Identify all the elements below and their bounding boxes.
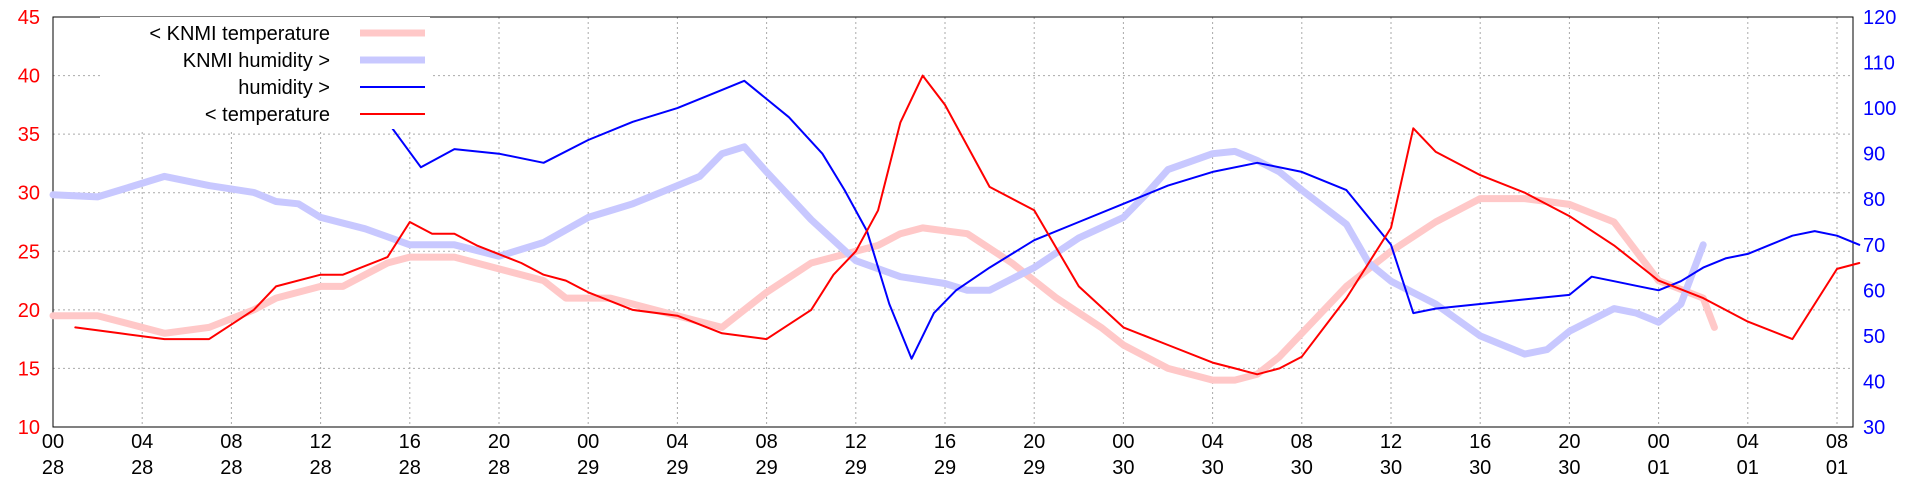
y-right-tick-label: 100 xyxy=(1863,98,1896,120)
x-tick-day-label: 28 xyxy=(488,457,510,479)
x-tick-hour-label: 16 xyxy=(1469,431,1491,453)
legend-label: humidity > xyxy=(238,77,330,99)
series-line xyxy=(49,195,1718,384)
x-tick-hour-label: 00 xyxy=(42,431,64,453)
x-tick-hour-label: 20 xyxy=(1558,431,1580,453)
x-tick-hour-label: 04 xyxy=(131,431,153,453)
legend-label: < KNMI temperature xyxy=(149,23,330,45)
x-tick-day-label: 28 xyxy=(399,457,421,479)
y-left-tick-label: 30 xyxy=(18,183,40,205)
x-tick-hour-label: 08 xyxy=(220,431,242,453)
legend-label: < temperature xyxy=(205,104,330,126)
legend: < KNMI temperature KNMI humidity > humidit… xyxy=(100,17,430,129)
legend-label: KNMI humidity > xyxy=(183,50,330,72)
series-lines xyxy=(49,74,1861,384)
x-tick-hour-label: 08 xyxy=(755,431,777,453)
x-tick-day-label: 30 xyxy=(1291,457,1313,479)
x-tick-day-label: 29 xyxy=(1023,457,1045,479)
x-tick-hour-label: 08 xyxy=(1291,431,1313,453)
x-tick-day-label: 29 xyxy=(577,457,599,479)
x-tick-day-label: 01 xyxy=(1737,457,1759,479)
x-tick-day-label: 28 xyxy=(131,457,153,479)
x-tick-day-label: 30 xyxy=(1112,457,1134,479)
left-axis-ticks: 10 15 20 25 30 35 40 45 xyxy=(18,7,40,439)
y-left-tick-label: 15 xyxy=(18,358,40,380)
x-tick-day-label: 29 xyxy=(934,457,956,479)
x-tick-hour-label: 00 xyxy=(1112,431,1134,453)
x-tick-hour-label: 04 xyxy=(1737,431,1759,453)
y-right-tick-label: 50 xyxy=(1863,326,1885,348)
y-left-tick-label: 20 xyxy=(18,300,40,322)
x-tick-day-label: 30 xyxy=(1558,457,1580,479)
x-tick-day-label: 30 xyxy=(1201,457,1223,479)
y-right-tick-label: 110 xyxy=(1863,53,1895,75)
y-left-tick-label: 10 xyxy=(18,417,40,439)
x-tick-hour-label: 04 xyxy=(666,431,688,453)
plot-frame xyxy=(52,16,1854,428)
y-right-tick-label: 90 xyxy=(1863,144,1885,166)
x-tick-hour-label: 20 xyxy=(1023,431,1045,453)
x-tick-day-label: 29 xyxy=(845,457,867,479)
y-right-tick-label: 60 xyxy=(1863,280,1885,302)
y-right-tick-label: 40 xyxy=(1863,371,1885,393)
x-tick-hour-label: 16 xyxy=(934,431,956,453)
x-tick-hour-label: 12 xyxy=(1380,431,1402,453)
x-tick-hour-label: 04 xyxy=(1201,431,1223,453)
x-tick-day-label: 29 xyxy=(755,457,777,479)
x-tick-day-label: 30 xyxy=(1380,457,1402,479)
y-right-tick-label: 30 xyxy=(1863,417,1885,439)
x-tick-hour-label: 20 xyxy=(488,431,510,453)
y-left-tick-label: 45 xyxy=(18,7,40,29)
x-axis-ticks: 00 28 04 28 08 28 12 28 16 28 20 28 00 29 04 29 08 29 12 29… xyxy=(42,431,1848,479)
y-right-tick-label: 70 xyxy=(1863,235,1885,257)
series-line xyxy=(49,143,1707,358)
y-left-tick-label: 35 xyxy=(18,124,40,146)
y-left-tick-label: 25 xyxy=(18,241,40,263)
x-tick-day-label: 01 xyxy=(1647,457,1669,479)
x-tick-day-label: 30 xyxy=(1469,457,1491,479)
x-tick-hour-label: 00 xyxy=(577,431,599,453)
x-tick-day-label: 29 xyxy=(666,457,688,479)
y-left-tick-label: 40 xyxy=(18,66,40,88)
y-right-tick-label: 120 xyxy=(1863,7,1896,29)
right-axis-ticks: 30 40 50 60 70 80 90 100 110 120 xyxy=(1863,7,1896,439)
x-tick-hour-label: 08 xyxy=(1826,431,1848,453)
x-tick-day-label: 01 xyxy=(1826,457,1848,479)
x-tick-day-label: 28 xyxy=(42,457,64,479)
y-right-tick-label: 80 xyxy=(1863,189,1885,211)
x-tick-hour-label: 12 xyxy=(309,431,331,453)
x-tick-hour-label: 00 xyxy=(1647,431,1669,453)
series-line xyxy=(74,74,1861,376)
x-tick-day-label: 28 xyxy=(309,457,331,479)
x-tick-hour-label: 12 xyxy=(845,431,867,453)
x-tick-day-label: 28 xyxy=(220,457,242,479)
x-tick-hour-label: 16 xyxy=(399,431,421,453)
series-line xyxy=(386,79,1861,360)
